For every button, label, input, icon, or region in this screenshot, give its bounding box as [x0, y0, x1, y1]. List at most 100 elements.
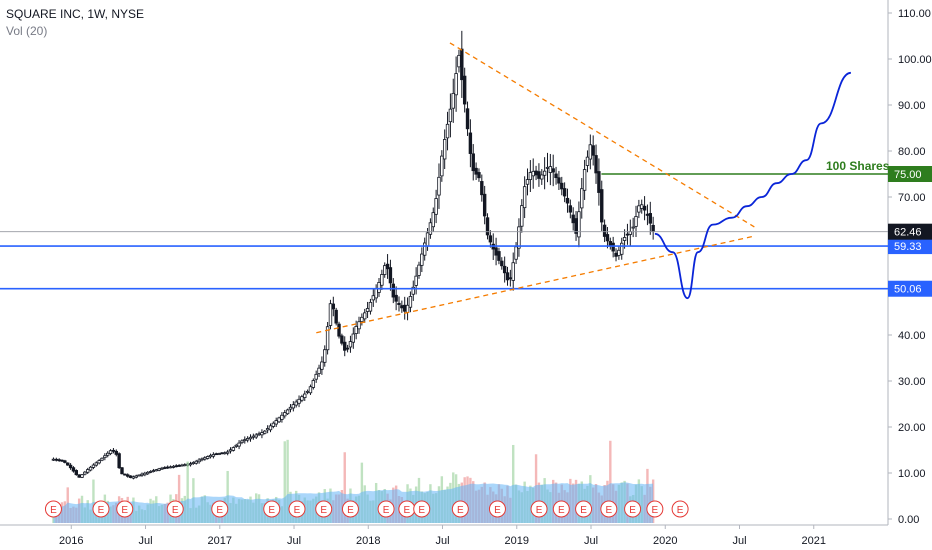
x-tick-label: Jul — [435, 535, 449, 547]
y-tick-label: 110.00 — [898, 8, 931, 20]
candle-body — [565, 197, 570, 204]
candle-body — [148, 471, 153, 473]
candle-body — [260, 432, 264, 436]
candle-body — [131, 476, 136, 479]
candle-body — [180, 464, 184, 467]
candle-body — [614, 252, 618, 257]
earnings-label: E — [347, 505, 354, 516]
earnings-marker: E — [315, 500, 333, 518]
candle-body — [505, 272, 510, 281]
candle-body — [534, 170, 538, 176]
candle-body — [580, 188, 584, 209]
candle-body — [308, 386, 313, 394]
earnings-circle — [600, 500, 618, 518]
candle-body — [574, 218, 578, 234]
candle-body — [168, 466, 173, 469]
candle-body — [554, 173, 558, 179]
candle-body — [63, 460, 67, 463]
earnings-label: E — [320, 505, 327, 516]
candle-body — [126, 474, 130, 477]
candle-body — [214, 453, 218, 456]
candle-body — [585, 156, 590, 166]
x-tick-label: 2018 — [356, 535, 380, 547]
candle-body — [462, 75, 467, 105]
earnings-marker: E — [92, 500, 110, 518]
earnings-label: E — [50, 505, 57, 516]
candle-body — [183, 464, 187, 467]
candle-body — [277, 417, 281, 423]
earnings-marker: E — [398, 500, 416, 518]
candle-body — [485, 217, 490, 236]
candle-body — [220, 452, 224, 455]
candle-body — [294, 401, 298, 406]
earnings-circle — [263, 500, 281, 518]
candle-body — [571, 214, 575, 224]
candle-body — [428, 222, 433, 235]
earnings-marker: E — [451, 500, 469, 518]
candle-body — [537, 171, 541, 179]
candle-body — [208, 454, 213, 458]
earnings-circle — [92, 500, 110, 518]
candle-body — [100, 457, 104, 461]
earnings-marker: E — [600, 500, 618, 518]
earnings-circle — [451, 500, 469, 518]
candle-body — [134, 475, 138, 478]
candle-body — [340, 335, 344, 344]
candle-body — [637, 205, 641, 213]
earnings-label: E — [536, 505, 543, 516]
level-price-tag — [888, 280, 932, 297]
x-tick-label: 2021 — [802, 535, 826, 547]
candle-body — [431, 212, 435, 228]
earnings-marker: E — [488, 500, 506, 518]
candle-body — [625, 233, 630, 236]
volume-bar — [186, 461, 189, 523]
candle-body — [471, 153, 475, 172]
candle-body — [391, 283, 395, 298]
earnings-marker: E — [288, 500, 306, 518]
candle-body — [245, 438, 250, 441]
candle-body — [437, 176, 441, 196]
candle-body — [348, 341, 353, 348]
earnings-circle — [671, 500, 689, 518]
candle-body — [111, 449, 116, 452]
candle-body — [383, 265, 387, 275]
candle-body — [68, 464, 73, 469]
x-tick-label: Jul — [584, 535, 598, 547]
earnings-marker: E — [530, 500, 548, 518]
candle-body — [228, 449, 233, 452]
candle-body — [577, 211, 581, 238]
earnings-label: E — [172, 505, 179, 516]
volume-bar — [92, 479, 95, 523]
candle-body — [251, 435, 256, 438]
candle-body — [128, 475, 133, 478]
candle-body — [248, 436, 253, 440]
earnings-marker: E — [263, 500, 281, 518]
candle-body — [357, 321, 361, 330]
candle-body — [645, 213, 650, 216]
y-tick-label: 80.00 — [898, 146, 926, 158]
candle-body — [174, 465, 178, 468]
earnings-label: E — [629, 505, 636, 516]
candle-body — [117, 453, 121, 469]
candle-body — [365, 308, 370, 312]
candle-body — [288, 406, 293, 410]
candle-body — [120, 467, 124, 475]
candle-body — [88, 466, 93, 471]
chart-legend: SQUARE INC, 1W, NYSE Vol (20) — [6, 6, 144, 40]
earnings-circle — [575, 500, 593, 518]
candle-body — [420, 253, 424, 266]
volume-bar — [177, 474, 181, 523]
candle-body — [323, 349, 327, 363]
earnings-circle — [211, 500, 229, 518]
x-tick-label: 2020 — [653, 535, 677, 547]
candle-body — [600, 189, 604, 223]
earnings-marker: E — [671, 500, 689, 518]
volume-indicator-label: Vol (20) — [6, 24, 48, 38]
earnings-marker: E — [646, 500, 664, 518]
candle-body — [363, 312, 367, 320]
candle-body — [291, 404, 296, 409]
candle-body — [457, 54, 461, 68]
candle-body — [337, 323, 341, 337]
candle-body — [137, 474, 141, 477]
